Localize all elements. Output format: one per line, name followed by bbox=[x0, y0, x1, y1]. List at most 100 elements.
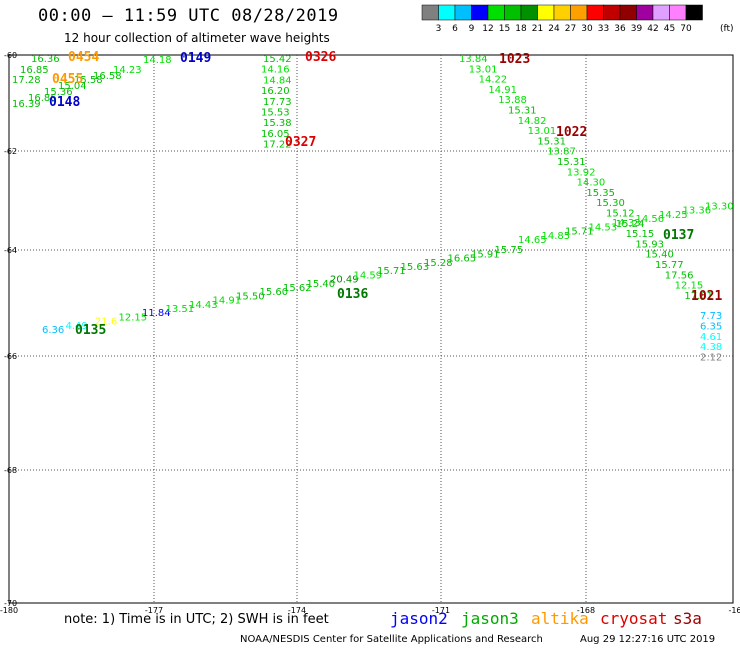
colorbar-tick-label: 18 bbox=[515, 24, 527, 34]
latitude-label: -70 bbox=[4, 599, 17, 608]
wave-height-label: 4.38 bbox=[700, 342, 722, 353]
colorbar-tick-label: 45 bbox=[664, 24, 675, 34]
legend-s3a: s3a bbox=[673, 609, 702, 628]
wave-height-label: 15.28 bbox=[424, 258, 453, 269]
pass-time-label: 0149 bbox=[180, 51, 211, 66]
colorbar-unit-label: (ft) bbox=[720, 24, 734, 34]
latitude-label: -62 bbox=[4, 147, 17, 156]
pass-time-label: 0136 bbox=[337, 287, 368, 302]
wave-height-label: 15.53 bbox=[261, 108, 290, 119]
wave-height-label: 13.51 bbox=[166, 304, 195, 315]
legend-cryosat: cryosat bbox=[600, 609, 668, 628]
wave-height-label: 16.86 bbox=[28, 93, 57, 104]
wave-height-label: 15.24 bbox=[616, 219, 645, 230]
wave-height-label: 6.35 bbox=[700, 322, 722, 333]
wave-height-label: 21.6 bbox=[95, 317, 117, 328]
legend-altika: altika bbox=[531, 609, 589, 628]
legend-jason2: jason2 bbox=[390, 609, 448, 628]
wave-height-label: 15.40 bbox=[645, 250, 674, 261]
colorbar-tick-label: 36 bbox=[614, 24, 626, 34]
wave-height-label: 13.36 bbox=[683, 206, 712, 217]
pass-time-label: 1023 bbox=[499, 52, 530, 67]
wave-height-label: 13.88 bbox=[498, 95, 527, 106]
wave-height-label: 14.30 bbox=[577, 178, 606, 189]
wave-height-label: 15.04 bbox=[58, 81, 87, 92]
colorbar-tick-label: 70 bbox=[680, 24, 692, 34]
colorbar-tick-label: 39 bbox=[631, 24, 643, 34]
pass-time-label: 0455 bbox=[52, 72, 83, 87]
colorbar-tick-label: 24 bbox=[548, 24, 560, 34]
wave-height-label: 14.33 bbox=[612, 218, 641, 229]
wave-height-label: 17.22 bbox=[263, 140, 292, 151]
wave-height-label: 15.71 bbox=[565, 227, 594, 238]
colorbar-tick-label: 3 bbox=[436, 24, 442, 34]
wave-height-label: 15.93 bbox=[635, 239, 664, 250]
pass-time-label: 0326 bbox=[305, 50, 336, 65]
wave-height-label: 13.01 bbox=[469, 64, 498, 75]
wave-height-label: 15.40 bbox=[307, 279, 336, 290]
longitude-label: -177 bbox=[145, 606, 163, 615]
wave-height-label: 15.15 bbox=[626, 229, 655, 240]
wave-height-label: 14.59 bbox=[354, 270, 383, 281]
wave-height-label: 13.30 bbox=[705, 201, 734, 212]
wave-height-label: 13.01 bbox=[528, 126, 557, 137]
wave-height-label: 7.73 bbox=[700, 311, 722, 322]
longitude-label: -168 bbox=[577, 606, 595, 615]
wave-height-label: 14.82 bbox=[518, 116, 547, 127]
colorbar-tick-label: 12 bbox=[482, 24, 493, 34]
wave-height-label: 14.91 bbox=[488, 85, 517, 96]
wave-height-label: 13.84 bbox=[459, 54, 488, 65]
wave-height-label: 16.65 bbox=[448, 254, 477, 265]
wave-height-label: 15.31 bbox=[537, 136, 566, 147]
wave-height-label: 15.60 bbox=[260, 287, 289, 298]
wave-height-label: 16.20 bbox=[261, 86, 290, 97]
wave-height-label: 15.75 bbox=[495, 245, 524, 256]
longitude-label: -16 bbox=[728, 606, 740, 615]
wave-height-label: 16.85 bbox=[20, 65, 49, 76]
wave-height-label: 14.16 bbox=[261, 65, 290, 76]
wave-height-label: 4.49 bbox=[66, 321, 88, 332]
wave-height-label: 14.25 bbox=[659, 210, 688, 221]
wave-height-label: 14.65 bbox=[518, 235, 547, 246]
wave-height-label: 14.23 bbox=[113, 65, 142, 76]
wave-height-label: 2.12 bbox=[700, 352, 722, 363]
wave-height-label: 4.61 bbox=[700, 332, 722, 343]
wave-height-label: 14.91 bbox=[213, 296, 242, 307]
wave-height-label: 13.92 bbox=[567, 167, 596, 178]
wave-height-label: 15.71 bbox=[377, 266, 406, 277]
colorbar-tick-label: 42 bbox=[647, 24, 658, 34]
wave-height-label: 15.30 bbox=[596, 198, 625, 209]
pass-time-label: 0454 bbox=[68, 50, 99, 65]
wave-height-label: 15.31 bbox=[508, 106, 537, 117]
generated-timestamp: Aug 29 12:27:16 UTC 2019 bbox=[580, 634, 716, 645]
map-subtitle: 12 hour collection of altimeter wave hei… bbox=[64, 31, 330, 45]
colorbar-tick-label: 15 bbox=[499, 24, 510, 34]
wave-height-label: 16.36 bbox=[31, 54, 60, 65]
colorbar-tick-label: 30 bbox=[581, 24, 593, 34]
pass-time-label: 1022 bbox=[556, 125, 587, 140]
wave-height-label: 14.22 bbox=[479, 75, 508, 86]
pass-time-label: 0148 bbox=[49, 95, 80, 110]
colorbar-tick-label: 6 bbox=[452, 24, 458, 34]
colorbar-swatch bbox=[685, 4, 703, 21]
map-frame bbox=[8, 54, 734, 604]
wave-height-label: 17.56 bbox=[665, 270, 694, 281]
wave-height-label: 15.38 bbox=[263, 118, 292, 129]
latitude-label: -68 bbox=[4, 466, 17, 475]
wave-height-label: 11.84 bbox=[142, 308, 171, 319]
longitude-label: -174 bbox=[288, 606, 306, 615]
wave-height-label: 15.31 bbox=[557, 157, 586, 168]
longitude-label: -180 bbox=[0, 606, 18, 615]
wave-height-label: 15.50 bbox=[236, 291, 265, 302]
wave-height-label: 14.84 bbox=[263, 75, 292, 86]
wave-height-label: 15.42 bbox=[263, 54, 292, 65]
wave-height-label: 12.15 bbox=[675, 281, 704, 292]
wave-height-label: 17.28 bbox=[12, 75, 41, 86]
legend-jason3: jason3 bbox=[461, 609, 519, 628]
credit-text: NOAA/NESDIS Center for Satellite Applica… bbox=[240, 634, 543, 645]
wave-height-label: 15.91 bbox=[471, 249, 500, 260]
wave-height-label: 6.36 bbox=[42, 325, 64, 336]
wave-height-label: 14.43 bbox=[189, 300, 218, 311]
wave-height-label: 15.36 bbox=[44, 87, 73, 98]
